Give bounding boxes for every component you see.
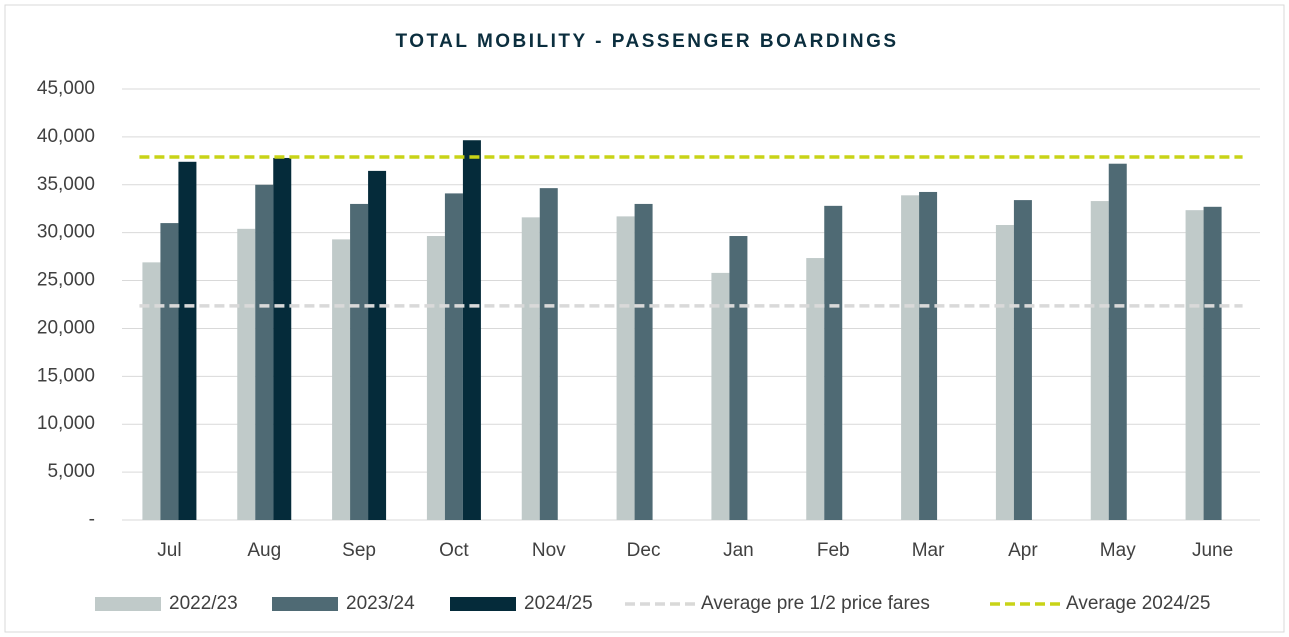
bar xyxy=(142,262,161,520)
bar xyxy=(1203,206,1222,520)
bar xyxy=(1090,201,1109,520)
chart-title: TOTAL MOBILITY - PASSENGER BOARDINGS xyxy=(395,31,898,52)
bar xyxy=(368,170,387,520)
x-tick-label: June xyxy=(1192,540,1233,561)
y-tick-label: 15,000 xyxy=(37,365,95,386)
bar xyxy=(332,239,351,521)
y-tick-label: 35,000 xyxy=(37,174,95,195)
x-tick-label: Jul xyxy=(157,540,181,561)
bar xyxy=(426,236,445,520)
bar xyxy=(539,188,558,520)
bar xyxy=(160,223,179,521)
legend-swatch xyxy=(95,597,161,611)
x-tick-label: Dec xyxy=(627,540,661,561)
bar xyxy=(616,216,635,520)
x-tick-label: Jan xyxy=(723,540,754,561)
x-tick-label: Aug xyxy=(247,540,281,561)
bar xyxy=(273,157,292,520)
bar xyxy=(824,205,843,521)
x-tick-label: Apr xyxy=(1008,540,1038,561)
bar xyxy=(350,203,369,520)
y-tick-label: 25,000 xyxy=(37,270,95,291)
bar xyxy=(901,195,920,520)
bar xyxy=(444,193,463,521)
x-tick-label: May xyxy=(1100,540,1136,561)
bar xyxy=(1013,200,1032,520)
legend-label: 2022/23 xyxy=(169,593,238,614)
x-tick-label: Oct xyxy=(439,540,469,561)
legend-label: Average 2024/25 xyxy=(1066,593,1210,614)
y-tick-label: 30,000 xyxy=(37,222,95,243)
bar xyxy=(255,184,274,520)
x-tick-label: Nov xyxy=(532,540,566,561)
bar xyxy=(711,272,730,520)
bar xyxy=(1185,210,1204,521)
bar xyxy=(729,236,748,520)
y-tick-label: 20,000 xyxy=(37,317,95,338)
legend-label: 2024/25 xyxy=(524,593,593,614)
y-tick-label: 45,000 xyxy=(37,78,95,99)
bar xyxy=(1108,163,1127,520)
x-tick-label: Sep xyxy=(342,540,376,561)
bar xyxy=(521,217,540,520)
y-tick-label: 5,000 xyxy=(47,461,95,482)
legend-label: Average pre 1/2 price fares xyxy=(701,593,930,614)
bar xyxy=(634,203,653,520)
bar xyxy=(178,161,197,520)
x-tick-label: Feb xyxy=(817,540,850,561)
legend-swatch xyxy=(450,597,516,611)
legend-label: 2023/24 xyxy=(346,593,415,614)
bar xyxy=(806,258,825,520)
bar xyxy=(237,228,256,520)
bar xyxy=(462,140,481,521)
y-tick-label: - xyxy=(89,509,95,530)
bar xyxy=(919,191,938,520)
y-tick-label: 40,000 xyxy=(37,126,95,147)
bar xyxy=(995,225,1014,520)
y-tick-label: 10,000 xyxy=(37,413,95,434)
legend-swatch xyxy=(272,597,338,611)
x-tick-label: Mar xyxy=(912,540,945,561)
